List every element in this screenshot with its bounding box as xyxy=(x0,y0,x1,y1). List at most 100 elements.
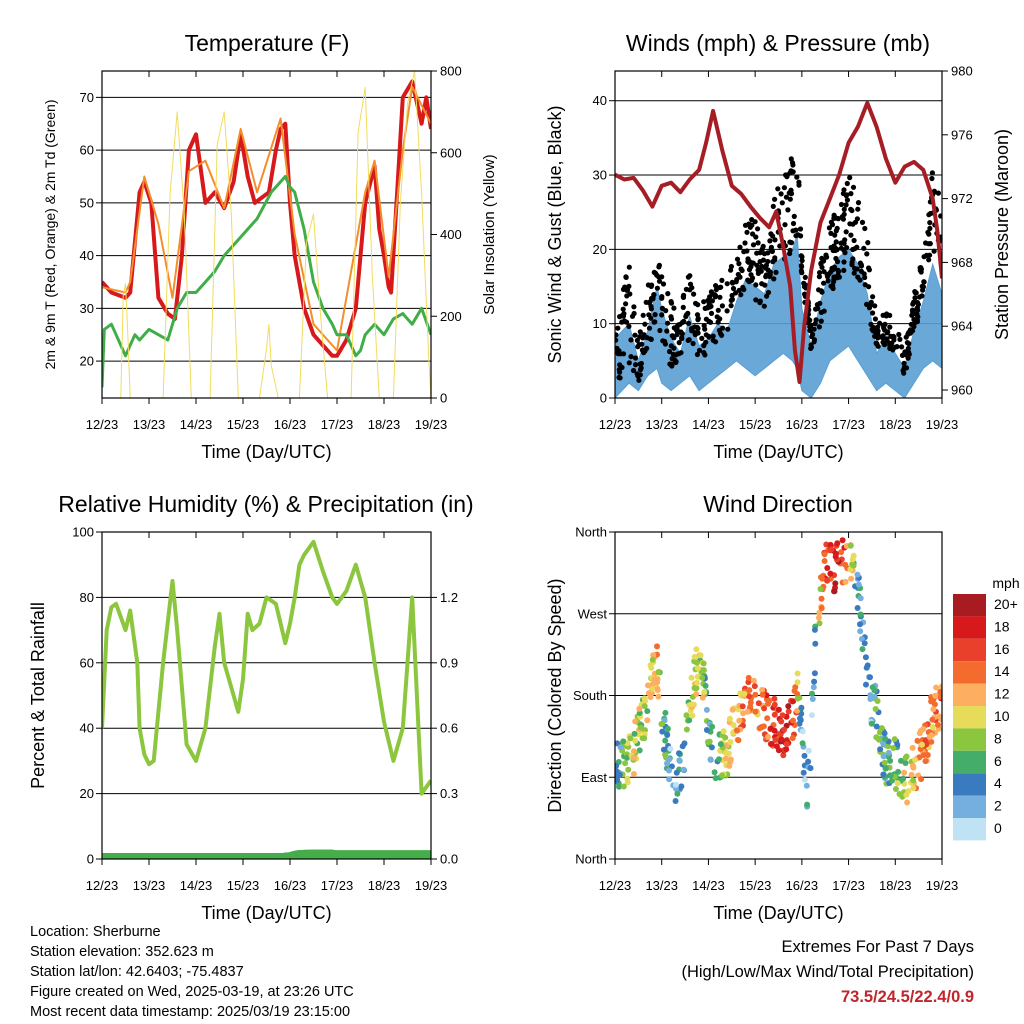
direction-point xyxy=(641,735,648,742)
direction-point xyxy=(615,762,620,769)
direction-point xyxy=(861,640,868,647)
x-tick-label: 12/23 xyxy=(599,417,632,432)
gust-point xyxy=(674,331,680,338)
direction-point xyxy=(756,725,763,732)
gust-point xyxy=(793,227,799,233)
direction-point xyxy=(932,692,939,699)
series-line-1 xyxy=(102,85,431,352)
gust-point xyxy=(634,337,641,343)
gust-point xyxy=(859,219,866,225)
gust-point xyxy=(824,274,831,280)
colorbar-label: 10 xyxy=(994,708,1010,724)
y-tick-label: 40 xyxy=(80,721,94,736)
direction-point xyxy=(647,694,654,701)
station-latlon: Station lat/lon: 42.6403; -75.4837 xyxy=(30,964,244,980)
direction-point xyxy=(919,741,925,748)
chart-title: Relative Humidity (%) & Precipitation (i… xyxy=(58,491,473,517)
gust-point xyxy=(875,334,882,340)
x-tick-label: 15/23 xyxy=(739,878,772,893)
x-tick-label: 16/23 xyxy=(786,878,819,893)
gust-point xyxy=(839,240,845,246)
gust-point xyxy=(897,336,903,342)
plot-frame xyxy=(614,70,943,399)
gust-point xyxy=(652,312,658,318)
direction-point xyxy=(805,758,812,765)
direction-point xyxy=(794,691,801,697)
gust-point xyxy=(626,360,632,366)
gust-point xyxy=(633,362,639,368)
gust-point xyxy=(710,333,716,339)
gust-point xyxy=(638,360,645,367)
direction-point xyxy=(654,643,660,650)
direction-point xyxy=(649,656,656,663)
gust-point xyxy=(831,264,838,270)
direction-point xyxy=(812,640,819,647)
gust-point xyxy=(849,259,855,265)
direction-point xyxy=(891,736,898,743)
gust-point xyxy=(626,283,632,289)
gust-point xyxy=(615,332,619,338)
gust-point xyxy=(772,196,778,202)
gust-point xyxy=(814,302,821,308)
gust-point xyxy=(843,229,849,235)
gust-point xyxy=(807,327,813,333)
gust-point xyxy=(728,267,734,273)
direction-point xyxy=(796,720,803,727)
x-tick-label: 18/23 xyxy=(879,878,912,893)
direction-point xyxy=(700,667,707,674)
y-tick-label: East xyxy=(581,770,607,785)
direction-point xyxy=(700,660,707,667)
y2-tick-label: 200 xyxy=(440,309,462,324)
gust-point xyxy=(728,303,734,309)
direction-point xyxy=(654,687,661,693)
direction-point xyxy=(630,754,637,761)
gust-point xyxy=(671,305,677,311)
gust-point xyxy=(710,337,716,343)
direction-point xyxy=(818,605,825,612)
gust-point xyxy=(888,333,894,339)
gust-point xyxy=(757,259,763,265)
x-tick-label: 13/23 xyxy=(133,417,166,432)
direction-point xyxy=(693,659,700,666)
gust-point xyxy=(660,281,667,287)
direction-point xyxy=(745,674,752,681)
gust-point xyxy=(725,326,731,332)
direction-point xyxy=(904,799,911,806)
gust-point xyxy=(793,233,799,239)
x-axis-label: Time (Day/UTC) xyxy=(201,903,331,923)
y-tick-label: North xyxy=(575,525,607,540)
y-tick-label: 40 xyxy=(80,248,94,263)
gust-point xyxy=(665,320,671,326)
direction-point xyxy=(772,737,779,743)
gust-point xyxy=(842,250,848,256)
direction-point xyxy=(775,706,782,713)
direction-point xyxy=(649,686,655,692)
colorbar-swatch xyxy=(953,594,986,617)
gust-point xyxy=(656,278,663,284)
direction-point xyxy=(734,727,740,734)
series-line-2 xyxy=(615,100,942,384)
direction-point xyxy=(816,609,823,616)
direction-point xyxy=(662,737,669,744)
direction-point xyxy=(716,756,722,763)
gust-point xyxy=(855,206,861,212)
direction-point xyxy=(751,683,758,690)
direction-point xyxy=(855,581,862,588)
colorbar-swatch xyxy=(953,661,986,684)
gust-point xyxy=(882,321,888,327)
extremes-title: Extremes For Past 7 Days xyxy=(781,938,974,956)
y-tick-label: 0 xyxy=(600,391,607,406)
gust-point xyxy=(623,301,629,307)
y-tick-label: 60 xyxy=(80,143,94,158)
gust-point xyxy=(730,280,736,286)
gust-point xyxy=(899,352,906,358)
gust-point xyxy=(864,301,870,307)
direction-point xyxy=(778,736,785,743)
direction-point xyxy=(750,677,757,684)
gust-point xyxy=(828,219,835,225)
gust-point xyxy=(818,261,824,267)
y2-tick-label: 0 xyxy=(440,391,447,406)
gust-point xyxy=(848,191,854,197)
y2-tick-label: 960 xyxy=(951,383,973,398)
gust-point xyxy=(812,321,818,327)
